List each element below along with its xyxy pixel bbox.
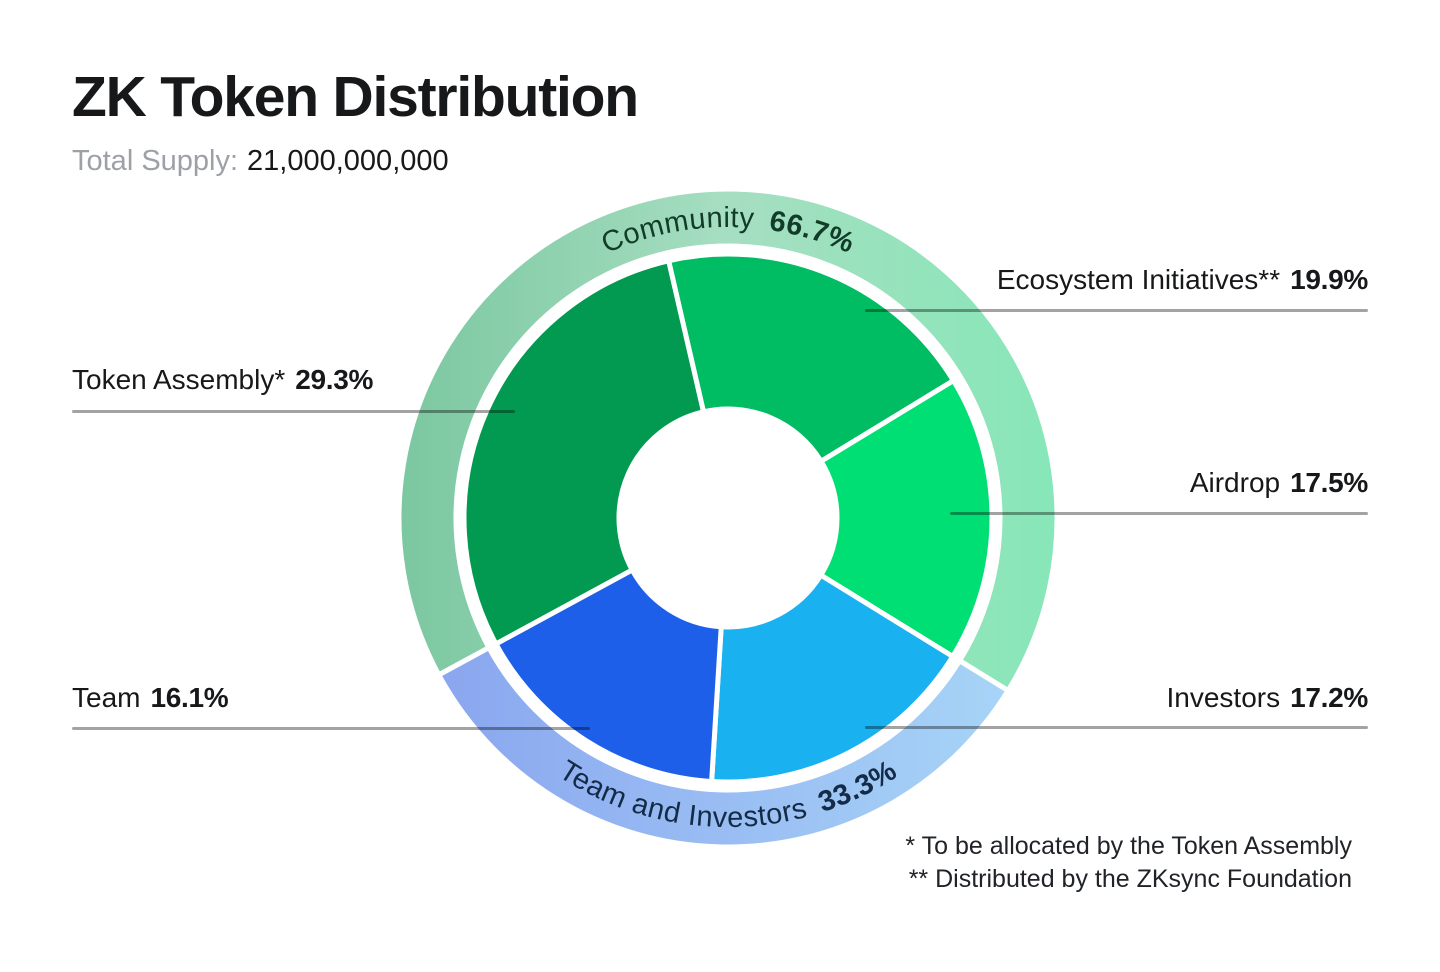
page-title: ZK Token Distribution <box>72 65 639 129</box>
callout-label: Token Assembly* <box>72 364 286 395</box>
callout-value: 17.5% <box>1290 467 1368 498</box>
leader-line-team <box>72 727 590 730</box>
ring-segment-community <box>396 186 1060 694</box>
segment-token-assembly <box>461 258 706 647</box>
callout-airdrop: Airdrop 17.5% <box>1190 466 1368 500</box>
callout-team: Team 16.1% <box>72 681 229 715</box>
total-supply: Total Supply: 21,000,000,000 <box>72 145 449 178</box>
callout-label: Team <box>72 682 141 713</box>
leader-line-investors <box>865 726 1368 729</box>
callout-value: 19.9% <box>1290 264 1368 295</box>
leader-line-token-assembly <box>72 410 515 413</box>
footnote: ** Distributed by the ZKsync Foundation <box>908 865 1352 893</box>
callout-label: Investors <box>1166 682 1281 713</box>
callout-investors: Investors 17.2% <box>1166 681 1368 715</box>
callout-value: 17.2% <box>1290 682 1368 713</box>
footnotes: * To be allocated by the Token Assembly … <box>905 830 1352 896</box>
segment-investors <box>709 572 956 785</box>
total-supply-label: Total Supply: <box>72 145 239 177</box>
segment-ecosystem-initiatives <box>666 251 956 464</box>
segment-airdrop <box>818 378 995 659</box>
callout-ecosystem-initiatives: Ecosystem Initiatives** 19.9% <box>997 263 1368 297</box>
callout-label: Ecosystem Initiatives** <box>996 264 1281 295</box>
callout-label: Airdrop <box>1189 467 1281 498</box>
footnote: * To be allocated by the Token Assembly <box>905 832 1352 860</box>
ring-segment-team-and-investors <box>436 645 1011 850</box>
total-supply-value: 21,000,000,000 <box>247 145 449 177</box>
callout-value: 29.3% <box>295 364 374 395</box>
callout-token-assembly: Token Assembly* 29.3% <box>72 363 373 397</box>
leader-line-airdrop <box>950 512 1368 515</box>
leader-line-ecosystem-initiatives <box>865 309 1368 312</box>
callout-value: 16.1% <box>150 682 229 713</box>
segment-team <box>493 567 724 784</box>
